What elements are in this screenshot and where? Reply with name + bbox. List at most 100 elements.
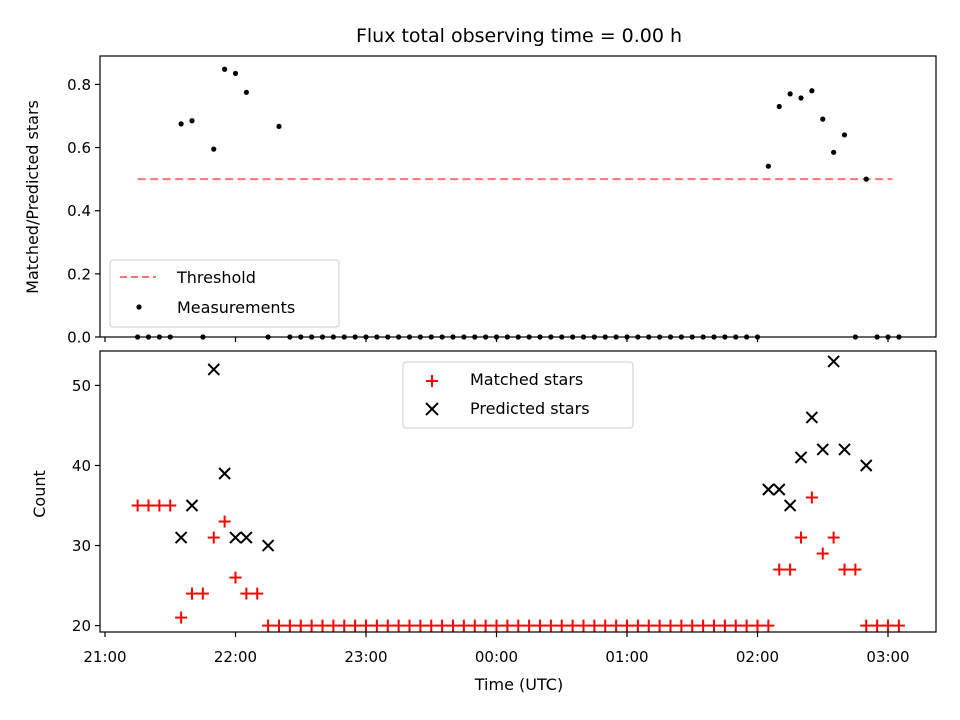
matched-star-point (860, 619, 873, 632)
matched-star-point (468, 619, 481, 632)
matched-star-point (544, 619, 557, 632)
matched-star-point (142, 499, 155, 512)
predicted-star-stroke (207, 363, 220, 376)
count-x-axis: 21:00 22:00 23:00 00:00 01:00 02:00 03:00 (83, 632, 910, 666)
ratio-y-axis: 0.0 0.2 0.4 0.6 0.8 (67, 76, 100, 347)
matched-star-point (555, 619, 568, 632)
measurements-legend-swatch (136, 304, 142, 310)
ratio-legend: Threshold Measurements (109, 259, 340, 328)
matched-star-point (381, 619, 394, 632)
matched-star-point (207, 531, 220, 544)
matched-star-point (273, 619, 285, 632)
matched-star-point (882, 619, 894, 632)
matched-star-point (360, 619, 372, 632)
ratio-y-axis-label: Matched/Predicted stars (23, 100, 42, 294)
matched-star-point (186, 587, 198, 600)
matched-star-point (294, 619, 307, 632)
y-tick-label: 0.4 (67, 202, 91, 220)
matched-star-point (534, 619, 546, 632)
matched-star-point (229, 571, 242, 584)
legend-matched-stars: Matched stars (470, 370, 583, 389)
matched-star-point (664, 619, 677, 632)
measurement-point (787, 91, 793, 97)
matched-star-point (795, 531, 807, 544)
count-plot-area (131, 355, 905, 632)
predicted-star-point (261, 539, 275, 552)
predicted-star-point (860, 459, 873, 472)
measurement-point (189, 118, 195, 124)
predicted-star-stroke (218, 467, 231, 480)
matched-star-point (523, 619, 536, 632)
count-axes-frame (99, 350, 937, 633)
y-tick-label: 0.0 (67, 329, 91, 347)
predicted-star-point (240, 531, 253, 544)
matched-star-point (892, 619, 905, 632)
legend-threshold: Threshold (176, 268, 256, 287)
matched-star-point (403, 619, 416, 632)
matched-star-point (653, 619, 666, 632)
predicted-star-point (827, 355, 840, 368)
matched-star-point (805, 491, 818, 504)
ratio-axes-frame (99, 55, 937, 338)
count-panel: 20 30 40 50 21:00 22:00 23:00 00:00 01:00 02:00 0… (30, 350, 937, 694)
measurement-point (211, 146, 217, 152)
y-tick-label: 30 (72, 537, 91, 555)
matched-star-point (457, 619, 470, 632)
predicted-legend-swatch (425, 402, 439, 416)
matched-star-point (740, 619, 753, 632)
chart-title: Flux total observing time = 0.00 h (356, 25, 682, 47)
matched-star-point (566, 619, 579, 632)
predicted-star-point (773, 483, 786, 496)
matched-star-point (370, 619, 383, 632)
matched-star-point (338, 619, 351, 632)
matched-star-point (316, 619, 329, 632)
y-tick-label: 0.8 (67, 76, 91, 94)
count-y-axis: 20 30 40 50 (72, 377, 100, 635)
matched-star-point (153, 499, 166, 512)
measurement-point (178, 121, 184, 127)
matched-star-point (490, 619, 503, 632)
matched-star-point (164, 499, 177, 512)
matched-star-point (327, 619, 340, 632)
matched-star-point (686, 619, 699, 632)
matched-star-point (729, 619, 742, 632)
matched-star-point (588, 619, 601, 632)
matched-star-point (501, 619, 514, 632)
matched-star-point (631, 619, 644, 632)
matched-star-point (599, 619, 612, 632)
predicted-star-point (794, 451, 808, 464)
matched-legend-swatch (426, 375, 438, 387)
predicted-star-stroke (185, 499, 199, 512)
matched-star-point (697, 619, 710, 632)
predicted-star-stroke (838, 443, 851, 456)
y-tick-label: 0.6 (67, 139, 91, 157)
matched-star-point (447, 619, 459, 632)
measurement-point (863, 176, 869, 182)
matched-star-point (621, 619, 633, 632)
matched-star-point (305, 619, 318, 632)
matched-star-point (240, 587, 253, 600)
y-tick-label: 20 (72, 617, 91, 635)
predicted-star-stroke (240, 531, 253, 544)
measurement-point (776, 103, 782, 110)
predicted-star-stroke (773, 483, 786, 496)
matched-star-point (349, 619, 362, 632)
predicted-star-point (783, 499, 797, 512)
x-tick-label: 00:00 (475, 648, 518, 666)
count-y-axis-label: Count (30, 470, 49, 518)
measurement-point (276, 123, 282, 130)
matched-star-point (392, 619, 405, 632)
x-tick-label: 02:00 (736, 648, 779, 666)
matched-star-point (827, 531, 840, 544)
predicted-star-stroke (261, 539, 275, 552)
matched-star-point (838, 563, 851, 576)
predicted-star-stroke (794, 451, 808, 464)
matched-star-point (283, 619, 296, 632)
matched-star-point (262, 619, 275, 632)
predicted-star-stroke (860, 459, 873, 472)
measurement-point (820, 116, 826, 122)
measurement-point (243, 89, 249, 95)
matched-star-point (816, 547, 829, 560)
